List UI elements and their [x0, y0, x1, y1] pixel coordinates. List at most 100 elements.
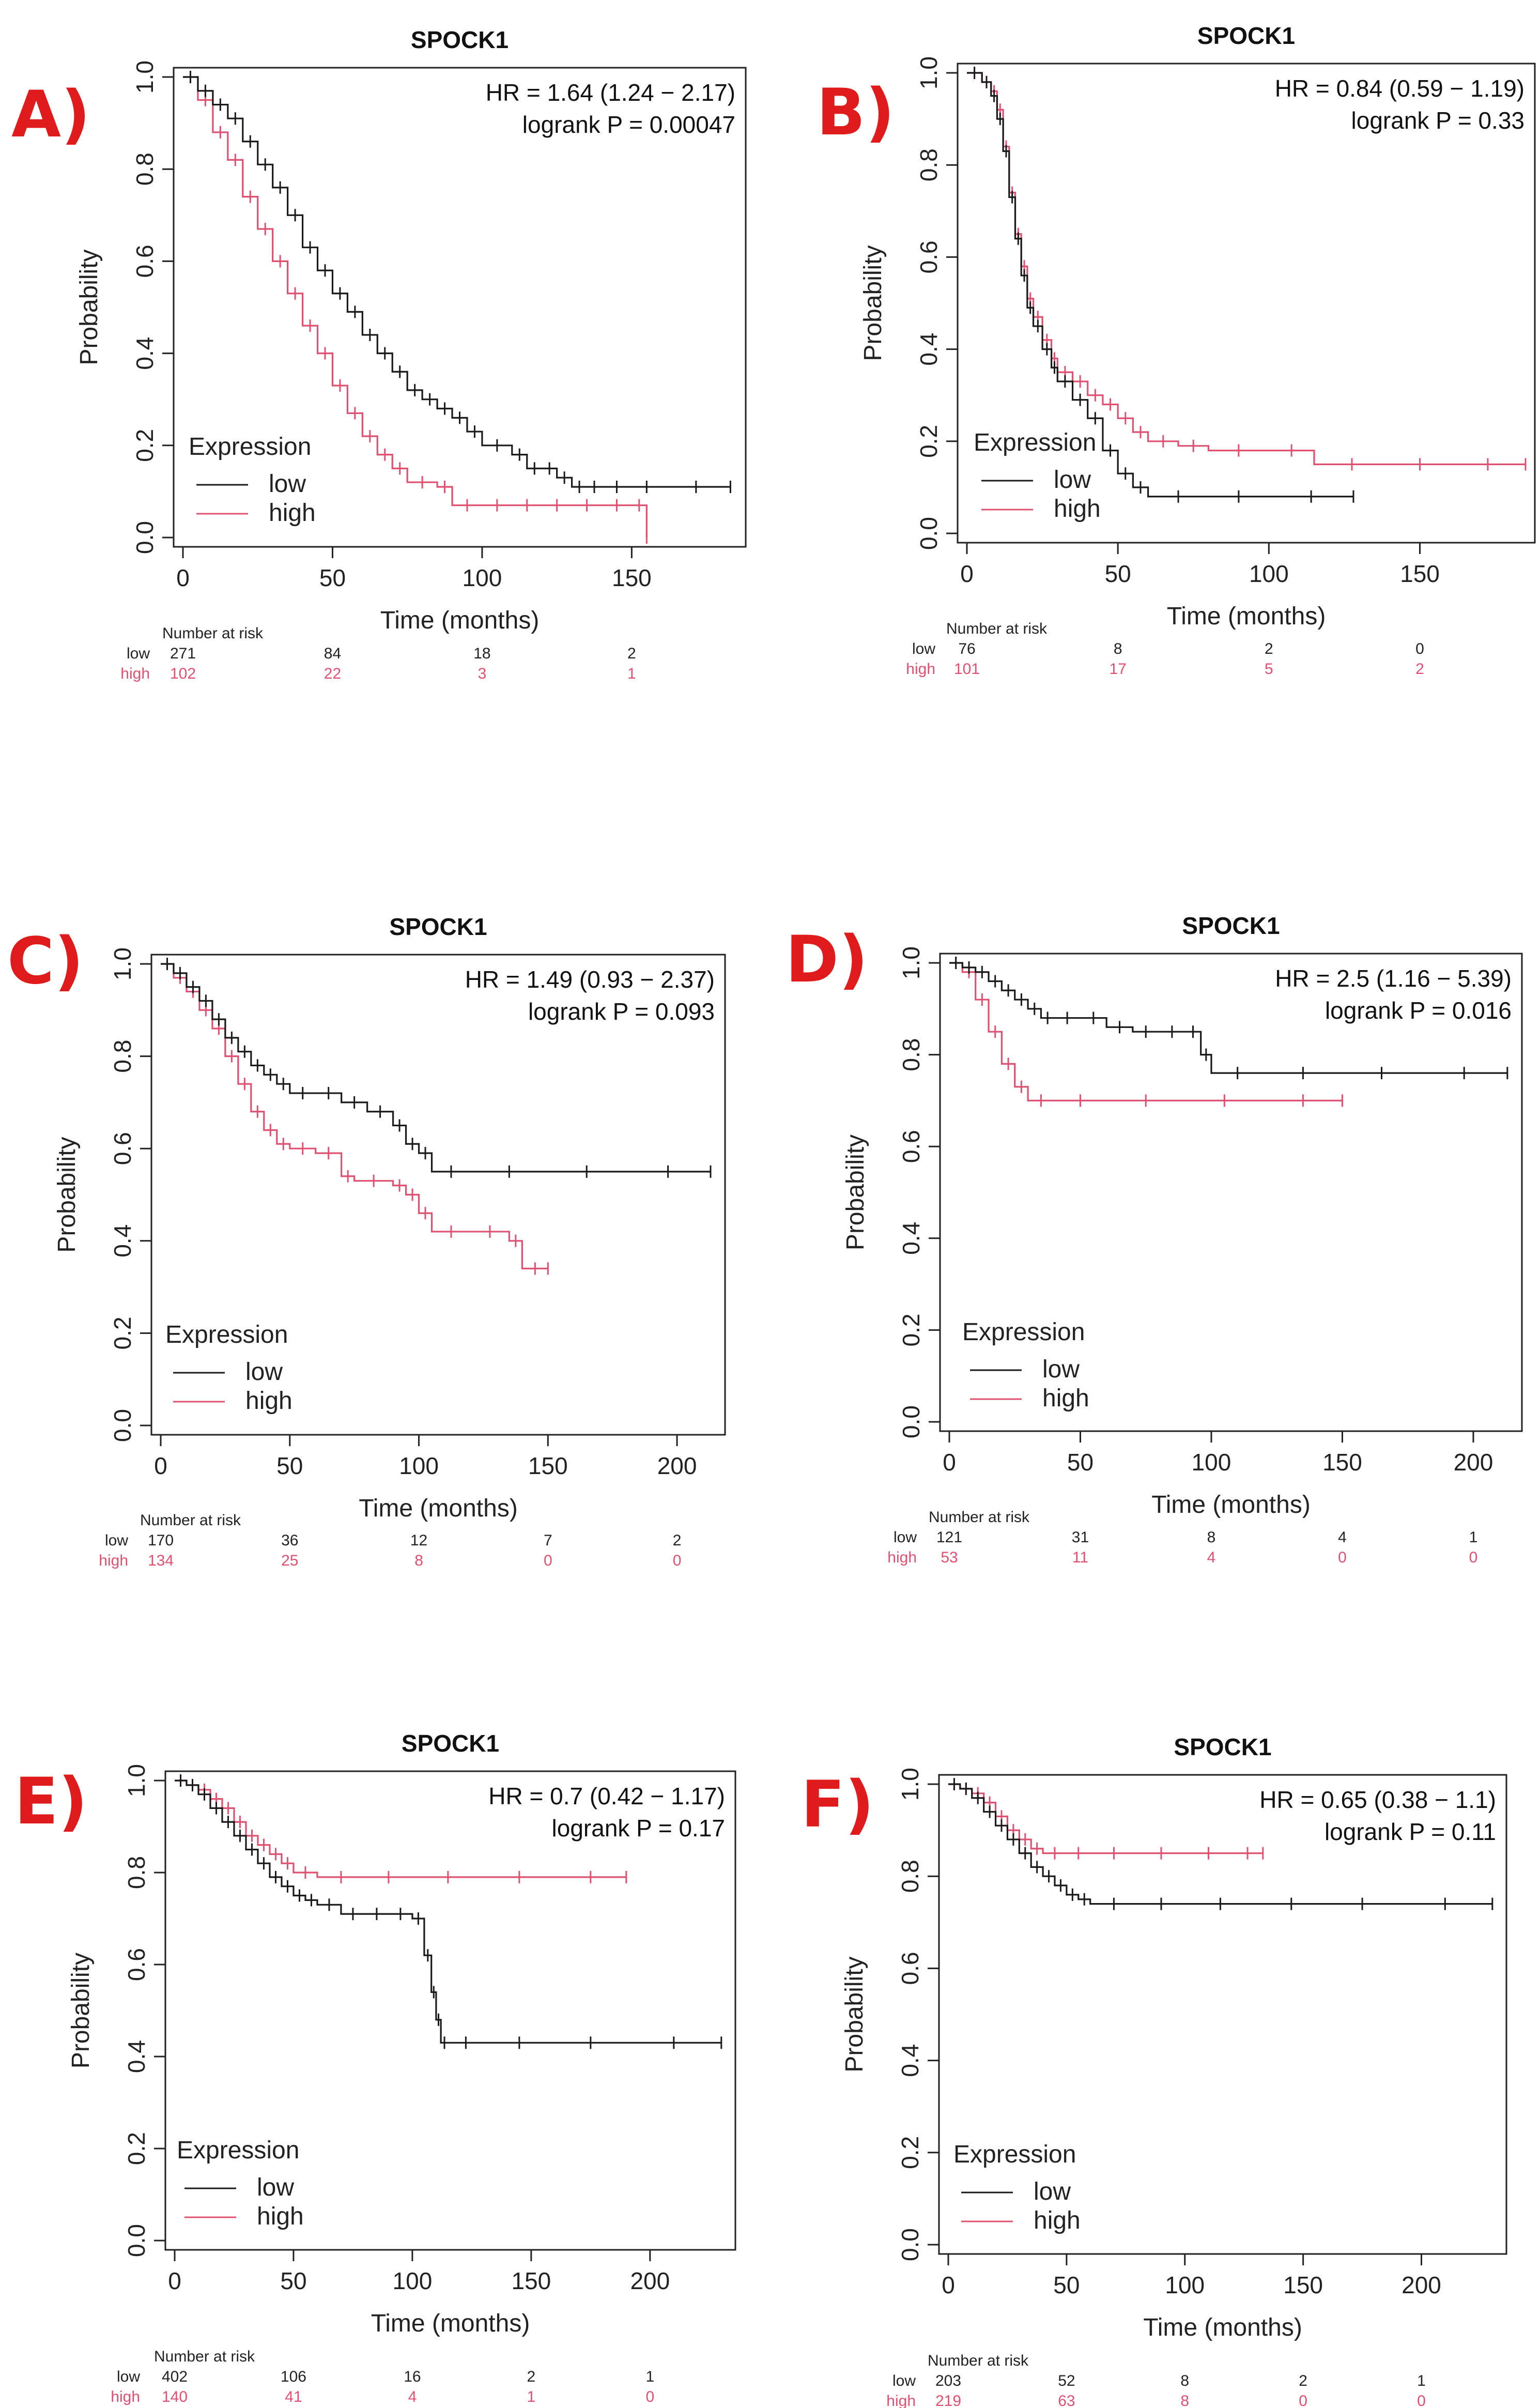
legend-high-label: high [1034, 2207, 1081, 2234]
risk-row-low-label: low [117, 2368, 140, 2385]
y-tick-label: 0.6 [897, 1952, 923, 1985]
x-tick-label: 100 [1165, 2272, 1205, 2298]
risk-high-value: 0 [673, 1552, 682, 1569]
x-tick-label: 50 [319, 564, 346, 591]
risk-low-value: 16 [404, 2368, 421, 2385]
risk-row-low-label: low [105, 1532, 128, 1549]
risk-row-high-label: high [906, 661, 935, 678]
risk-low-value: 31 [1072, 1529, 1089, 1546]
y-tick-label: 0.2 [897, 2136, 923, 2169]
hazard-ratio-text: HR = 0.84 (0.59 − 1.19) [1275, 75, 1524, 102]
risk-high-value: 41 [285, 2388, 302, 2405]
y-tick-label: 0.4 [131, 337, 158, 370]
y-axis-label: Probability [842, 1134, 869, 1250]
x-axis-label: Time (months) [1151, 1491, 1311, 1519]
risk-low-value: 0 [1415, 640, 1424, 657]
chart-title: SPOCK1 [411, 26, 509, 53]
risk-row-high-label: high [99, 1552, 128, 1569]
legend-title: Expression [962, 1318, 1085, 1346]
x-tick-label: 100 [393, 2267, 433, 2294]
risk-row-low-label: low [127, 645, 150, 662]
logrank-p-text: logrank P = 0.11 [1325, 1818, 1496, 1845]
y-tick-label: 0.4 [109, 1224, 136, 1257]
panel-label: F) [801, 1768, 874, 1842]
risk-high-value: 4 [1207, 1549, 1216, 1566]
legend-title: Expression [177, 2137, 299, 2164]
x-tick-label: 50 [276, 1452, 303, 1479]
legend-title: Expression [165, 1321, 288, 1348]
risk-low-value: 8 [1207, 1529, 1216, 1546]
logrank-p-text: logrank P = 0.093 [528, 998, 715, 1025]
y-axis-label: Probability [67, 1953, 95, 2068]
x-tick-label: 200 [1454, 1449, 1493, 1476]
y-tick-label: 0.6 [131, 244, 158, 278]
risk-low-value: 1 [1417, 2372, 1426, 2389]
y-tick-label: 0.2 [898, 1313, 925, 1346]
x-tick-label: 0 [154, 1452, 167, 1479]
panel-a: A) SPOCK1 0 50 100 150 0.0 0.2 0.4 0.6 0.8 1.0 Time… [0, 0, 770, 803]
risk-table-header: Number at risk [928, 2352, 1029, 2369]
risk-low-value: 1 [645, 2368, 654, 2385]
x-tick-label: 200 [657, 1452, 697, 1479]
legend-high-label: high [1054, 495, 1101, 523]
risk-low-value: 2 [1299, 2372, 1307, 2389]
y-tick-label: 1.0 [915, 56, 942, 89]
x-tick-label: 50 [1067, 1449, 1094, 1476]
x-tick-label: 150 [1322, 1449, 1362, 1476]
legend-low-label: low [1054, 466, 1091, 494]
series-low-curve [949, 962, 1507, 1074]
risk-table-header: Number at risk [140, 1512, 241, 1529]
x-tick-label: 0 [960, 560, 974, 587]
y-tick-label: 0.0 [123, 2224, 150, 2257]
risk-high-value: 101 [954, 661, 980, 678]
risk-high-value: 8 [1180, 2392, 1189, 2408]
risk-table-header: Number at risk [162, 625, 264, 642]
series-low-curve [183, 76, 731, 488]
legend-high-label: high [257, 2203, 304, 2230]
legend-low-label: low [269, 470, 306, 498]
y-tick-label: 0.2 [915, 425, 942, 458]
series-low-curve [161, 963, 711, 1173]
risk-row-low-label: low [912, 640, 935, 657]
risk-low-value: 7 [544, 1532, 552, 1549]
y-tick-label: 0.2 [109, 1316, 136, 1349]
plot-frame [939, 953, 1523, 1432]
series-high-curve [161, 963, 548, 1269]
risk-high-value: 3 [478, 665, 487, 682]
x-tick-label: 100 [1192, 1449, 1231, 1476]
risk-row-high-label: high [120, 665, 150, 682]
risk-table-header: Number at risk [946, 620, 1048, 637]
risk-high-value: 102 [170, 665, 196, 682]
risk-high-value: 0 [1338, 1549, 1347, 1566]
panel-label: C) [7, 924, 84, 999]
y-tick-label: 0.0 [915, 517, 942, 550]
legend-high-label: high [269, 499, 316, 527]
y-tick-label: 0.8 [898, 1038, 925, 1071]
y-tick-label: 1.0 [898, 946, 925, 979]
risk-high-value: 1 [627, 665, 636, 682]
risk-low-value: 4 [1338, 1529, 1347, 1546]
y-tick-label: 0.0 [898, 1405, 925, 1438]
panel-b: B) SPOCK1 0 50 100 150 0.0 0.2 0.4 0.6 0.8 1.0 Time… [770, 0, 1540, 803]
y-tick-label: 0.6 [109, 1132, 136, 1165]
legend-title: Expression [974, 429, 1096, 456]
risk-low-value: 121 [936, 1529, 962, 1546]
risk-low-value: 76 [958, 640, 975, 657]
hazard-ratio-text: HR = 1.64 (1.24 − 2.17) [486, 79, 735, 106]
risk-low-value: 8 [1180, 2372, 1189, 2389]
chart-title: SPOCK1 [1182, 912, 1280, 939]
y-tick-label: 1.0 [897, 1768, 923, 1801]
risk-table-header: Number at risk [154, 2348, 255, 2365]
y-tick-label: 0.0 [109, 1409, 136, 1442]
risk-high-value: 140 [162, 2388, 188, 2405]
risk-low-value: 18 [473, 645, 490, 662]
risk-high-value: 2 [1415, 661, 1424, 678]
logrank-p-text: logrank P = 0.33 [1351, 107, 1524, 134]
y-axis-label: Probability [75, 249, 103, 365]
legend-high-label: high [245, 1387, 292, 1415]
y-tick-label: 0.8 [123, 1856, 150, 1889]
